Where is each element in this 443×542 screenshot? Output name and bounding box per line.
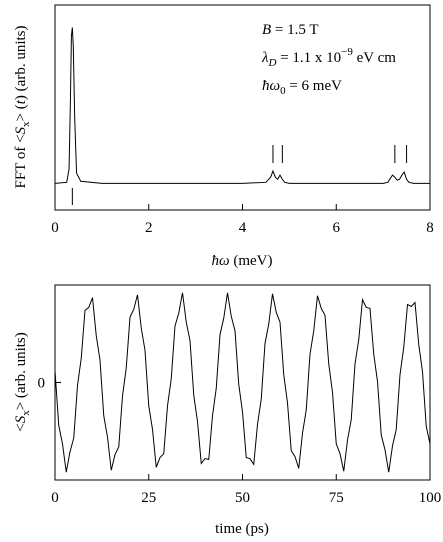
x-tick-label: 75: [329, 490, 344, 506]
annotation: ħω0 = 6 meV: [262, 78, 342, 97]
x-tick-label: 8: [426, 220, 434, 236]
x-axis-label: time (ps): [215, 521, 269, 537]
plot-frame: [54, 4, 431, 211]
x-tick-label: 50: [235, 490, 250, 506]
x-axis-label: ħω (meV): [212, 253, 273, 269]
y-axis-label: <Sx> (arb. units): [13, 332, 32, 432]
y-tick-label: 0: [38, 376, 46, 392]
x-tick-label: 2: [145, 220, 153, 236]
x-tick-label: 4: [239, 220, 247, 236]
x-tick-label: 100: [419, 490, 442, 506]
annotation: B = 1.5 T: [262, 22, 319, 38]
data-line: [54, 292, 431, 473]
y-axis-label: FFT of <Sx> (t) (arb. units): [13, 26, 32, 189]
annotation: λD = 1.1 x 10−9 eV cm: [261, 46, 396, 69]
x-tick-label: 0: [51, 490, 59, 506]
x-tick-label: 6: [333, 220, 341, 236]
plot-frame: [54, 284, 431, 481]
x-tick-label: 25: [141, 490, 156, 506]
x-tick-label: 0: [51, 220, 59, 236]
data-line: [54, 27, 430, 184]
